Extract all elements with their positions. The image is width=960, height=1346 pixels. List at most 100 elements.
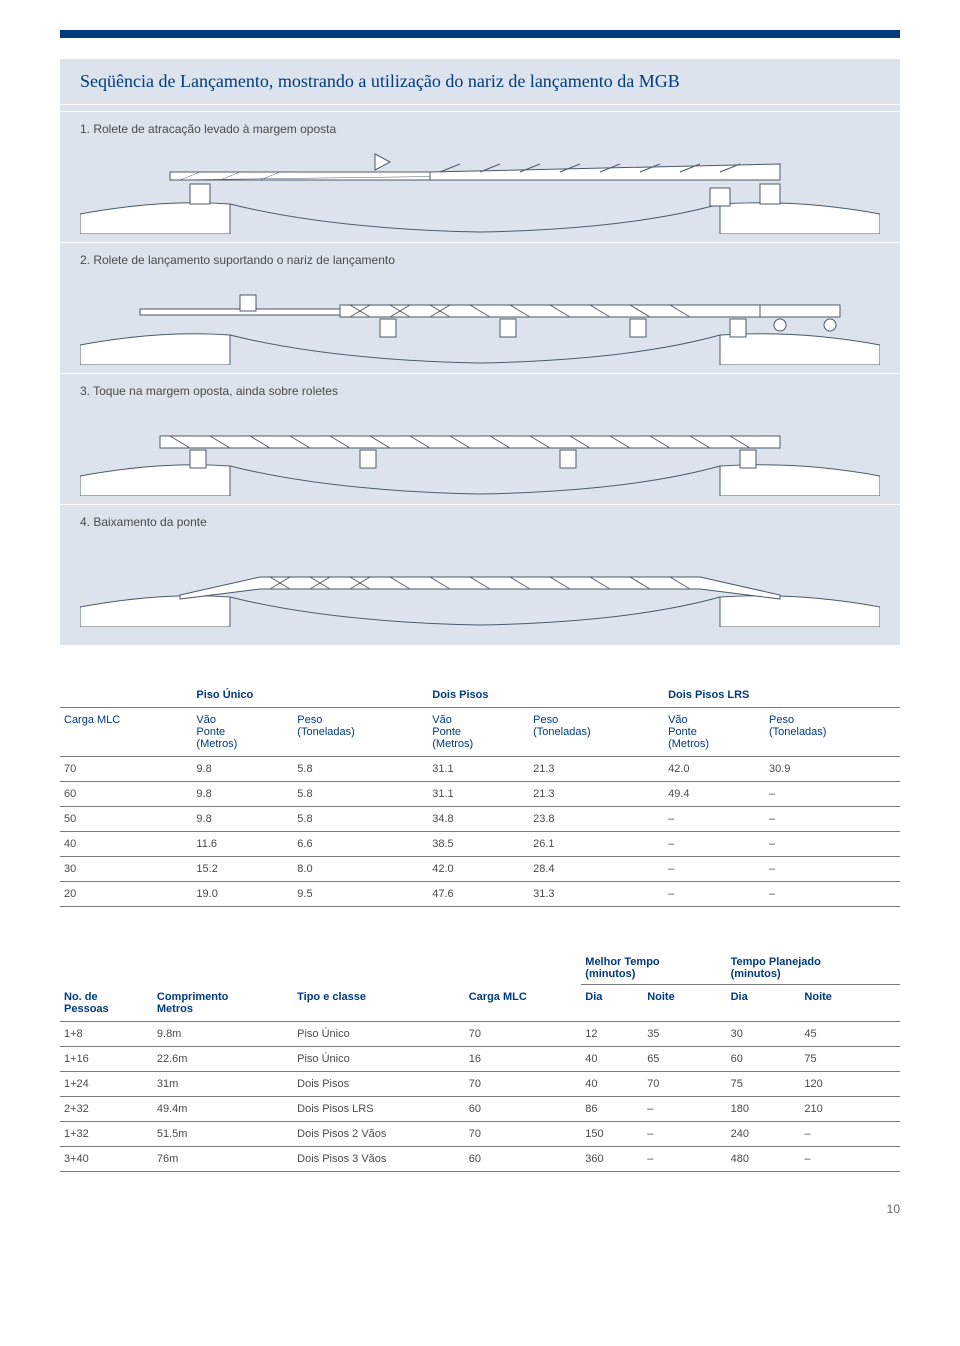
col-header-cell: Dia: [581, 985, 643, 1022]
table-row: 1+89.8mPiso Único7012353045: [60, 1021, 900, 1046]
table-row: 3+4076mDois Pisos 3 Vãos60360–480–: [60, 1146, 900, 1171]
table-cell: 26.1: [529, 832, 664, 857]
table-cell: 49.4: [664, 782, 765, 807]
table-cell: –: [765, 882, 900, 907]
table-cell: 40: [581, 1071, 643, 1096]
table-cell: 40: [581, 1046, 643, 1071]
table-cell: –: [643, 1096, 726, 1121]
table-row: 3015.28.042.028.4––: [60, 857, 900, 882]
panel-title: Seqüência de Lançamento, mostrando a uti…: [80, 71, 880, 92]
table-cell: 34.8: [428, 807, 529, 832]
col-header-cell: Vão Ponte (Metros): [664, 708, 765, 757]
table-cell: 70: [465, 1021, 582, 1046]
table-cell: Piso Único: [293, 1021, 465, 1046]
table-cell: 42.0: [664, 757, 765, 782]
table-cell: 180: [727, 1096, 801, 1121]
table-row: 1+1622.6mPiso Único1640656075: [60, 1046, 900, 1071]
table-row: No. de Pessoas Comprimento Metros Tipo e…: [60, 985, 900, 1022]
bridge-diagram-icon: [80, 144, 880, 234]
table-cell: 22.6m: [153, 1046, 293, 1071]
table-cell: 15.2: [192, 857, 293, 882]
table-cell: 50: [60, 807, 192, 832]
table-cell: –: [643, 1146, 726, 1171]
table-cell: 60: [465, 1146, 582, 1171]
group-header-cell: Tempo Planejado (minutos): [727, 952, 900, 985]
table-cell: 70: [465, 1121, 582, 1146]
table-cell: 9.8: [192, 782, 293, 807]
table-spans-weights: Piso Único Dois Pisos Dois Pisos LRS Car…: [60, 685, 900, 907]
table-cell: 8.0: [293, 857, 428, 882]
table-cell: 60: [727, 1046, 801, 1071]
table-cell: 30.9: [765, 757, 900, 782]
step-label: 3. Toque na margem oposta, ainda sobre r…: [80, 384, 880, 398]
table-cell: 49.4m: [153, 1096, 293, 1121]
col-header-cell: Peso (Toneladas): [529, 708, 664, 757]
table-row: 509.85.834.823.8––: [60, 807, 900, 832]
table-cell: 21.3: [529, 782, 664, 807]
table-cell: 30: [60, 857, 192, 882]
step-1: 1. Rolete de atracação levado à margem o…: [60, 111, 900, 242]
table-cell: 240: [727, 1121, 801, 1146]
table-cell: 70: [643, 1071, 726, 1096]
table-cell: 31.3: [529, 882, 664, 907]
table-cell: –: [800, 1121, 900, 1146]
table-cell: –: [664, 807, 765, 832]
col-header-cell: Tipo e classe: [293, 985, 465, 1022]
group-header-cell: Melhor Tempo (minutos): [581, 952, 726, 985]
table-cell: 38.5: [428, 832, 529, 857]
table-cell: 5.8: [293, 807, 428, 832]
table-cell: 5.8: [293, 782, 428, 807]
table-cell: –: [643, 1121, 726, 1146]
table-cell: 12: [581, 1021, 643, 1046]
table-cell: 9.8: [192, 757, 293, 782]
table-row: Piso Único Dois Pisos Dois Pisos LRS: [60, 685, 900, 708]
table-cell: 31m: [153, 1071, 293, 1096]
table-row: Melhor Tempo (minutos) Tempo Planejado (…: [60, 952, 900, 985]
table-cell: 16: [465, 1046, 582, 1071]
bridge-diagram-icon: [80, 406, 880, 496]
table-cell: 60: [465, 1096, 582, 1121]
table-row: 609.85.831.121.349.4–: [60, 782, 900, 807]
table-cell: Piso Único: [293, 1046, 465, 1071]
table-cell: 42.0: [428, 857, 529, 882]
group-header-cell: Piso Único: [192, 685, 428, 708]
top-accent-bar: [60, 30, 900, 38]
table-cell: Dois Pisos 2 Vãos: [293, 1121, 465, 1146]
table-cell: 9.5: [293, 882, 428, 907]
group-header-cell: Dois Pisos LRS: [664, 685, 900, 708]
table-cell: 9.8: [192, 807, 293, 832]
table-row: 1+3251.5mDois Pisos 2 Vãos70150–240–: [60, 1121, 900, 1146]
col-header-cell: Carga MLC: [60, 708, 192, 757]
table-cell: 31.1: [428, 782, 529, 807]
table-cell: –: [664, 882, 765, 907]
table-cell: Dois Pisos: [293, 1071, 465, 1096]
table-cell: 210: [800, 1096, 900, 1121]
table-cell: 31.1: [428, 757, 529, 782]
step-label: 1. Rolete de atracação levado à margem o…: [80, 122, 880, 136]
col-header-cell: Peso (Toneladas): [765, 708, 900, 757]
table-cell: 51.5m: [153, 1121, 293, 1146]
page-number: 10: [0, 1202, 900, 1216]
step-label: 2. Rolete de lançamento suportando o nar…: [80, 253, 880, 267]
table-cell: –: [800, 1146, 900, 1171]
table-build-times: Melhor Tempo (minutos) Tempo Planejado (…: [60, 952, 900, 1172]
col-header-cell: Noite: [800, 985, 900, 1022]
table-row: 2019.09.547.631.3––: [60, 882, 900, 907]
table-cell: 1+32: [60, 1121, 153, 1146]
table-cell: –: [765, 857, 900, 882]
table-cell: Dois Pisos 3 Vãos: [293, 1146, 465, 1171]
col-header-cell: Noite: [643, 985, 726, 1022]
col-header-cell: Comprimento Metros: [153, 985, 293, 1022]
table-cell: 70: [60, 757, 192, 782]
table-cell: –: [765, 832, 900, 857]
table-cell: 6.6: [293, 832, 428, 857]
table-cell: 60: [60, 782, 192, 807]
col-header-cell: Dia: [727, 985, 801, 1022]
table-row: 2+3249.4mDois Pisos LRS6086–180210: [60, 1096, 900, 1121]
table-cell: 150: [581, 1121, 643, 1146]
table-cell: 47.6: [428, 882, 529, 907]
table-cell: –: [765, 807, 900, 832]
table-cell: 1+24: [60, 1071, 153, 1096]
table-cell: 86: [581, 1096, 643, 1121]
table-cell: 3+40: [60, 1146, 153, 1171]
